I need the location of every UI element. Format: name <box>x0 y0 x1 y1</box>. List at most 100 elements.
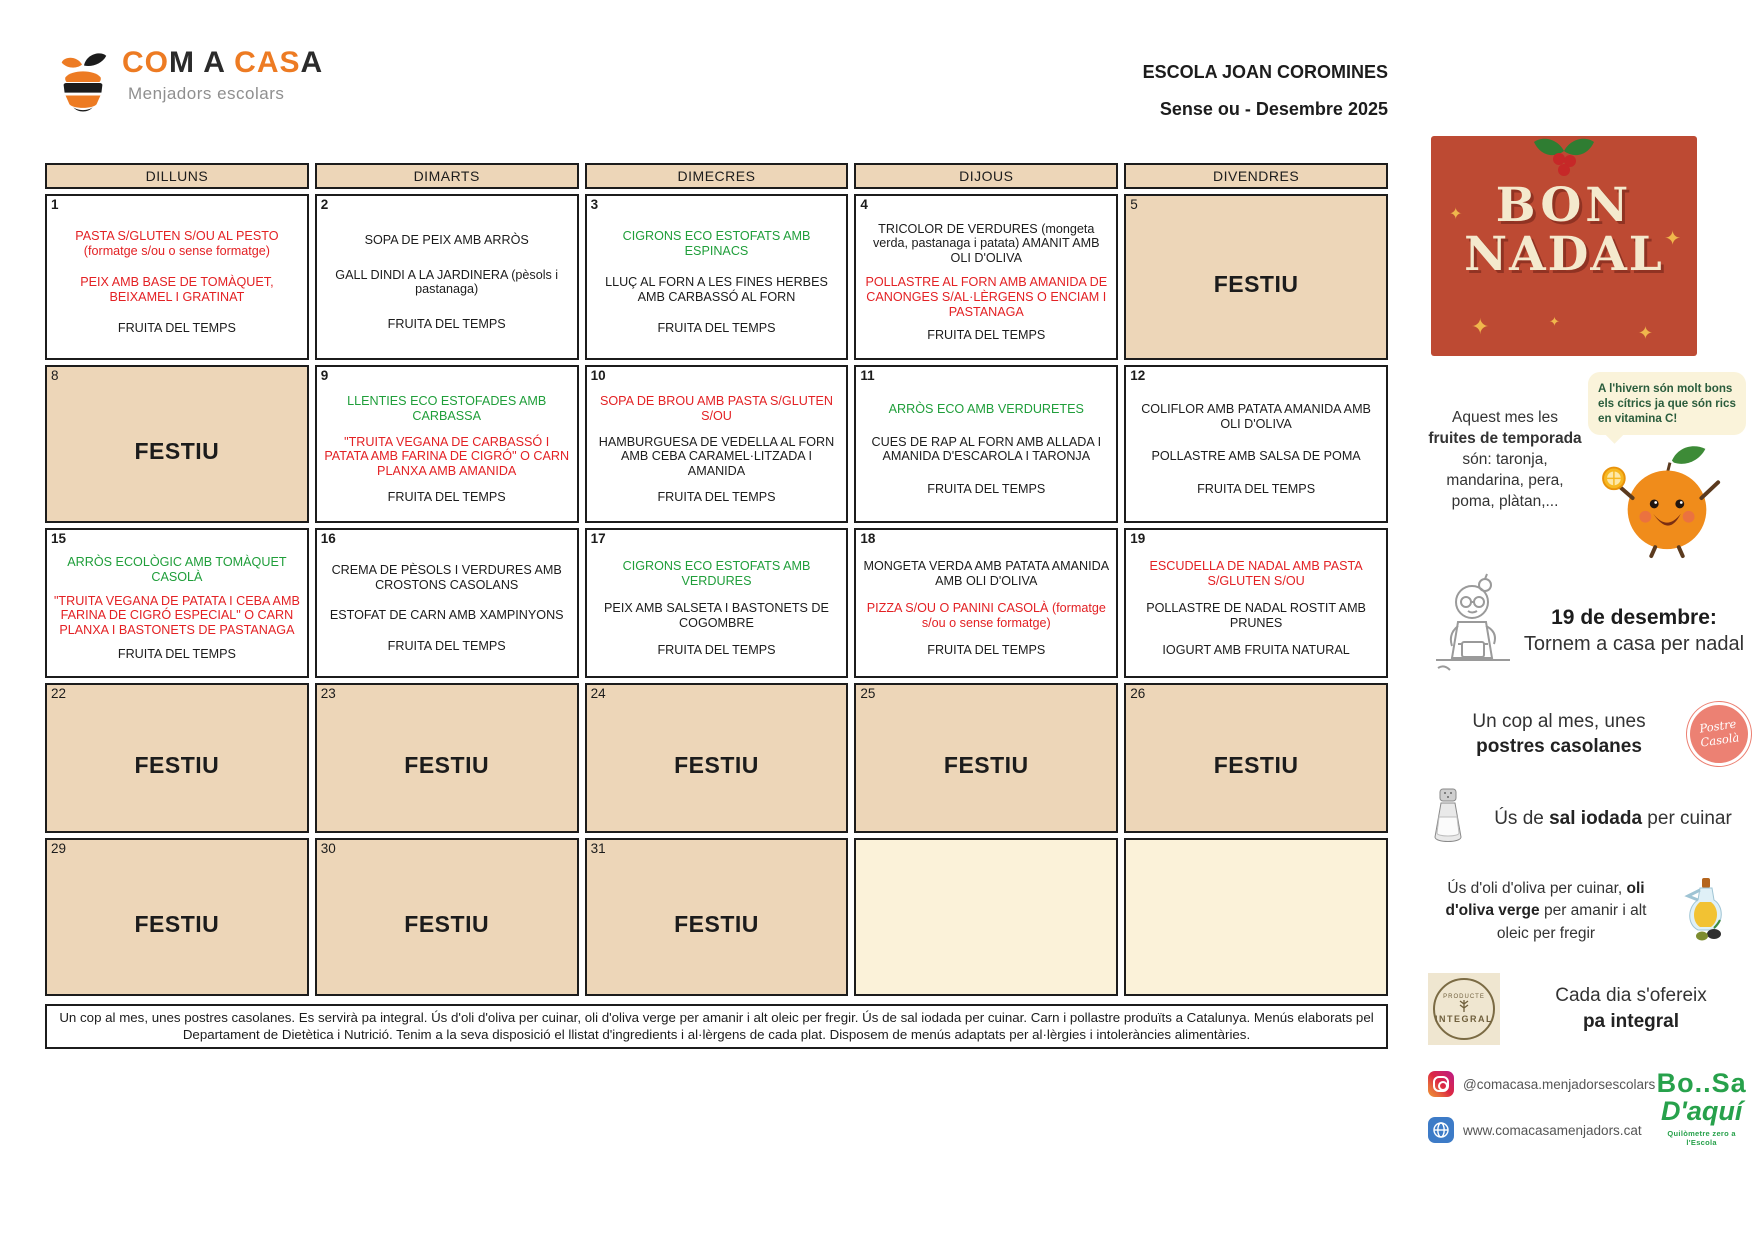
festiu-cell: 31 FESTIU <box>584 838 849 996</box>
day-number: 31 <box>590 841 606 856</box>
menu-item: POLLASTRE DE NADAL ROSTIT AMB PRUNES <box>1146 600 1366 630</box>
menu-item: FRUITA DEL TEMPS <box>927 328 1046 343</box>
day-number: 29 <box>51 841 67 856</box>
menu-item: FRUITA DEL TEMPS <box>657 320 776 335</box>
whole-bread-text: Cada dia s'ofereix pa integral <box>1555 984 1707 1033</box>
menu-item: FRUITA DEL TEMPS <box>1197 482 1316 497</box>
festiu-label: FESTIU <box>134 910 220 937</box>
desserts-text-line1: Un cop al mes, unes <box>1472 710 1646 732</box>
menu-item: FRUITA DEL TEMPS <box>927 642 1046 657</box>
return-home-text: Tornem a casa per nadal <box>1523 633 1745 656</box>
festiu-label: FESTIU <box>674 751 759 778</box>
day-header: DILLUNS <box>45 163 309 189</box>
menu-item: ESCUDELLA DE NADAL AMB PASTA S/GLUTEN S/… <box>1149 559 1363 588</box>
olive-oil-section: Ús d'oli d'oliva per cuinar, oli d'oliva… <box>1428 876 1748 947</box>
menu-item: CIGRONS ECO ESTOFATS AMB VERDURES <box>622 559 811 588</box>
menu-item: IOGURT AMB FRUITA NATURAL <box>1162 642 1350 657</box>
sparkle-icon: ✦ <box>1549 314 1560 329</box>
day-header: DIJOUS <box>854 163 1119 189</box>
school-name: ESCOLA JOAN COROMINES <box>1142 62 1388 82</box>
festiu-cell: 25 FESTIU <box>854 683 1119 833</box>
menu-item: LLUÇ AL FORN A LES FINES HERBES AMB CARB… <box>605 274 828 304</box>
seasonal-fruits-section: Aquest mes les fruites de temporada són:… <box>1428 372 1748 564</box>
day-number: 16 <box>320 531 336 546</box>
menu-item: FRUITA DEL TEMPS <box>387 639 506 654</box>
day-number: 30 <box>320 841 336 856</box>
day-number: 3 <box>590 197 599 212</box>
festiu-cell: 29 FESTIU <box>45 838 309 996</box>
menu-item: LLENTIES ECO ESTOFADES AMB CARBASSA <box>347 394 547 424</box>
festiu-label: FESTIU <box>1213 751 1299 778</box>
speech-bubble: A l'hivern són molt bons els cítrics ja … <box>1588 372 1746 436</box>
menu-item: ARRÒS ECO AMB VERDURETES <box>888 401 1084 416</box>
apple-logo-icon <box>52 48 114 114</box>
empty-cell <box>854 838 1119 996</box>
menu-item: HAMBURGUESA DE VEDELLA AL FORN AMB CEBA … <box>598 434 835 479</box>
day-number: 10 <box>590 368 606 383</box>
festiu-label: FESTIU <box>134 751 220 778</box>
day-cell: 16 CREMA DE PÈSOLS I VERDURES AMB CROSTON… <box>314 528 579 678</box>
menu-item: TRICOLOR DE VERDURES (mongeta verda, pas… <box>873 221 1100 266</box>
day-number: 26 <box>1130 686 1146 701</box>
menu-title: Sense ou - Desembre 2025 <box>1159 99 1388 119</box>
iodized-salt-text: Ús de sal iodada per cuinar <box>1494 807 1732 829</box>
day-number: 8 <box>51 368 59 383</box>
menu-item: COLIFLOR AMB PATATA AMANIDA AMB OLI D'OL… <box>1141 401 1371 431</box>
logo-title: COM A CASA <box>122 46 324 79</box>
day-number: 2 <box>320 197 329 212</box>
festiu-cell: 8 FESTIU <box>45 365 309 523</box>
whole-bread-section: PRODUCTE INTEGRAL Cada dia s'ofereix pa … <box>1428 973 1748 1046</box>
sparkle-icon: ✦ <box>1471 314 1490 339</box>
day-cell: 4 TRICOLOR DE VERDURES (mongeta verda, pa… <box>854 194 1119 360</box>
olive-oil-cruet-icon <box>1668 876 1730 947</box>
festiu-label: FESTIU <box>674 910 759 937</box>
day-number: 17 <box>590 531 606 546</box>
festiu-cell: 22 FESTIU <box>45 683 309 833</box>
menu-item: FRUITA DEL TEMPS <box>117 320 236 335</box>
banner-word-2: NADAL <box>1464 227 1664 282</box>
menu-item: ARRÒS ECOLÒGIC AMB TOMÀQUET CASOLÀ <box>67 555 287 585</box>
day-number: 9 <box>320 368 329 383</box>
day-cell: 1 PASTA S/GLUTEN S/OU AL PESTO (formatge … <box>45 194 309 360</box>
day-number: 19 <box>1130 531 1146 546</box>
day-cell: 10 SOPA DE BROU AMB PASTA S/GLUTEN S/OU HA… <box>584 365 849 523</box>
menu-item: GALL DINDI A LA JARDINERA (pèsols i past… <box>335 267 559 297</box>
festiu-label: FESTIU <box>404 751 490 778</box>
menu-item: "TRUITA VEGANA DE PATATA I CEBA AMB FARI… <box>53 593 300 638</box>
festiu-label: FESTIU <box>1213 270 1299 297</box>
bon-nadal-banner: ✦ ✦ ✦ ✦ ✦ BON NADAL <box>1431 136 1697 356</box>
day-number: 1 <box>51 197 59 212</box>
iodized-salt-section: Ús de sal iodada per cuinar <box>1428 787 1748 850</box>
day-number: 12 <box>1130 368 1146 383</box>
festiu-cell: 24 FESTIU <box>584 683 849 833</box>
menu-item: SOPA DE PEIX AMB ARRÒS <box>364 232 529 247</box>
day-number: 23 <box>320 686 336 701</box>
sparkle-icon: ✦ <box>1637 323 1653 343</box>
day-cell: 17 CIGRONS ECO ESTOFATS AMB VERDURES PEIX … <box>584 528 849 678</box>
orange-mascot-icon <box>1588 441 1746 564</box>
day-header: DIVENDRES <box>1124 163 1388 189</box>
sidebar: ✦ ✦ ✦ ✦ ✦ BON NADAL Aquest mes les fruit… <box>1428 136 1752 1147</box>
menu-item: PASTA S/GLUTEN S/OU AL PESTO (formatge s… <box>75 229 279 258</box>
menu-item: FRUITA DEL TEMPS <box>387 489 506 504</box>
return-home-section: 19 de desembre: Tornem a casa per nadal <box>1428 572 1748 689</box>
day-cell: 18 MONGETA VERDA AMB PATATA AMANIDA AMB O… <box>854 528 1119 678</box>
menu-item: POLLASTRE AMB SALSA DE POMA <box>1151 449 1361 464</box>
seasonal-fruits-text: Aquest mes les fruites de temporada són:… <box>1428 409 1582 510</box>
menu-item: MONGETA VERDA AMB PATATA AMANIDA AMB OLI… <box>863 559 1110 588</box>
menu-item: CREMA DE PÈSOLS I VERDURES AMB CROSTONS … <box>331 562 562 592</box>
day-number: 15 <box>51 531 67 546</box>
com-a-casa-logo: COM A CASA Menjadors escolars <box>52 48 323 114</box>
menu-item: ESTOFAT DE CARN AMB XAMPINYONS <box>329 608 564 623</box>
day-number: 24 <box>590 686 606 701</box>
sparkle-icon: ✦ <box>1664 228 1681 250</box>
integral-stamp-icon: PRODUCTE INTEGRAL <box>1428 973 1500 1046</box>
day-header: DIMECRES <box>584 163 849 189</box>
menu-item: POLLASTRE AL FORN AMB AMANIDA DE CANONGE… <box>865 274 1108 319</box>
day-cell: 3 CIGRONS ECO ESTOFATS AMB ESPINACS LLUÇ A… <box>584 194 849 360</box>
instagram-icon <box>1428 1071 1454 1098</box>
salt-shaker-icon <box>1428 787 1468 850</box>
return-home-date: 19 de desembre: <box>1551 606 1717 630</box>
social-section: @comacasa.menjadorsescolars www.comacasa… <box>1428 1070 1748 1147</box>
